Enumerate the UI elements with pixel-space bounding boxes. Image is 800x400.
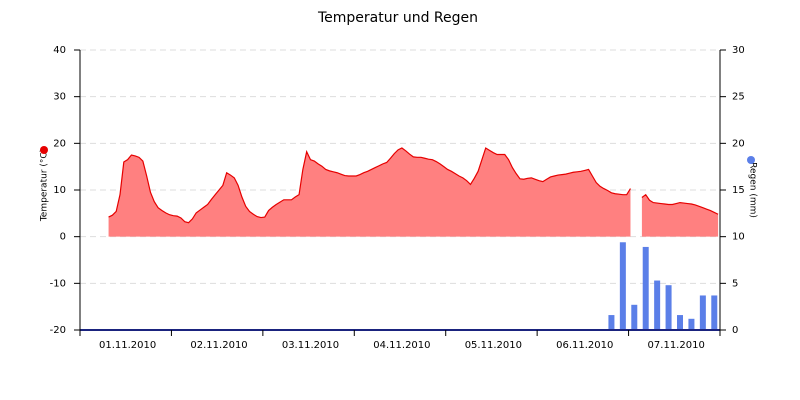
y-tick-label: 20 bbox=[53, 138, 66, 149]
x-tick-label: 01.11.2010 bbox=[99, 340, 156, 351]
y-axis-title: Temperatur (°C) bbox=[40, 149, 50, 222]
x-tick-label: 07.11.2010 bbox=[648, 340, 705, 351]
rain-bar bbox=[654, 280, 661, 330]
y2-tick-label: 0 bbox=[732, 325, 738, 336]
x-tick-label: 04.11.2010 bbox=[373, 340, 430, 351]
rain-bar bbox=[619, 242, 626, 330]
legend-dot bbox=[40, 146, 48, 154]
y2-axis-title: Regen (mm) bbox=[748, 162, 758, 218]
rain-bar bbox=[631, 304, 638, 330]
y2-tick-label: 30 bbox=[732, 45, 745, 56]
x-tick-label: 05.11.2010 bbox=[465, 340, 522, 351]
rain-bar bbox=[677, 315, 683, 330]
y2-tick-label: 15 bbox=[732, 185, 745, 196]
y-tick-label: 40 bbox=[53, 45, 66, 56]
legend-dot bbox=[747, 156, 755, 164]
y2-tick-label: 10 bbox=[732, 232, 745, 243]
rain-bar bbox=[688, 318, 695, 330]
temperature-line bbox=[108, 147, 719, 224]
x-tick-label: 03.11.2010 bbox=[282, 340, 339, 351]
y2-tick-label: 20 bbox=[732, 138, 745, 149]
x-tick-label: 06.11.2010 bbox=[556, 340, 613, 351]
y-tick-label: 0 bbox=[60, 232, 66, 243]
y-tick-label: 10 bbox=[53, 185, 66, 196]
y2-tick-label: 5 bbox=[732, 278, 738, 289]
rain-bar bbox=[665, 285, 672, 330]
y-tick-label: -20 bbox=[50, 325, 66, 336]
y2-tick-label: 25 bbox=[732, 92, 745, 103]
chart-title: Temperatur und Regen bbox=[317, 10, 478, 26]
rain-bar bbox=[642, 246, 649, 330]
rain-bar bbox=[699, 295, 706, 330]
y-tick-label: 30 bbox=[53, 92, 66, 103]
temperature-area bbox=[108, 148, 719, 237]
rain-bar bbox=[608, 315, 615, 330]
rain-bar bbox=[711, 295, 718, 330]
x-tick-label: 02.11.2010 bbox=[190, 340, 247, 351]
y-tick-label: -10 bbox=[50, 278, 66, 289]
